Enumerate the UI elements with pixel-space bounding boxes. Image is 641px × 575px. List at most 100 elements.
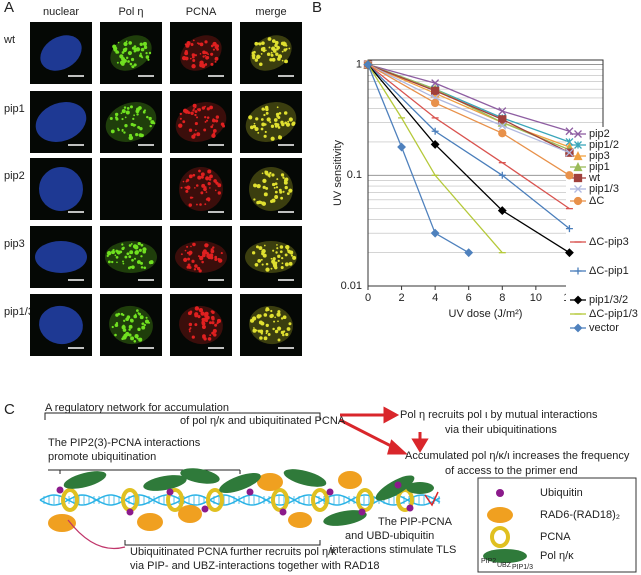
speckle [190,311,193,314]
speckle [270,313,274,318]
micrograph [100,158,162,220]
speckle [284,185,288,190]
speckle [211,133,216,138]
annotation: of access to the primer end [445,465,578,477]
speckle [191,196,194,199]
speckle [186,178,190,182]
speckle [137,241,141,246]
column-header: merge [255,6,286,18]
speckle [189,196,193,199]
speckle [282,333,285,337]
speckle [277,254,281,259]
nucleus [35,102,87,142]
micrograph [240,226,302,288]
marker [574,130,582,138]
speckle [257,131,260,134]
y-axis-label: UV sensitivity [332,139,344,206]
legend-label: pip2 [589,128,610,140]
micrograph [170,91,232,153]
speckle [282,330,286,333]
legend-label: Ubiquitin [540,487,583,499]
speckle [196,132,201,137]
speckle [284,121,288,125]
speckle [263,192,268,197]
speckle [253,183,257,188]
speckle [288,117,293,122]
speckle [253,50,256,54]
speckle [183,257,188,262]
speckle [191,335,195,339]
micrograph [170,294,232,356]
row-label: pip3 [4,238,25,250]
legend-rad-icon [487,507,513,523]
speckle [207,182,211,186]
speckle [264,130,267,134]
marker [397,142,406,152]
speckle [133,257,137,260]
speckle [280,173,285,177]
speckle [202,50,206,55]
x-tick-label: 6 [466,292,472,304]
speckle [124,123,128,128]
speckle [269,121,272,124]
speckle [264,170,267,173]
pcna [271,488,289,512]
speckle [262,49,266,53]
speckle [141,322,145,325]
speckle [279,250,283,254]
speckle [139,126,143,131]
speckle [134,333,139,339]
speckle [136,260,141,264]
speckle [276,247,279,250]
speckle [137,125,141,129]
speckle [270,309,273,313]
speckle [184,186,187,189]
annotation: via PIP- and UBZ-interactions together w… [130,560,379,572]
speckle [180,253,183,256]
speckle [116,261,118,264]
ubiquitin [56,486,64,494]
speckle [131,65,134,68]
speckle [270,53,274,57]
speckle [121,243,124,246]
speckle [123,319,126,322]
speckle [211,118,216,123]
speckle [249,125,254,130]
marker [497,206,507,215]
speckle [132,244,138,249]
speckle [204,203,207,206]
panel-label: B [312,0,322,16]
speckle [193,187,196,189]
speckle [189,330,191,333]
annotation: Pol η recruits pol ι by mutual interacti… [400,409,598,421]
speckle [115,50,119,54]
speckle [262,185,266,189]
speckle [121,117,124,121]
speckle [201,317,205,322]
speckle [138,248,142,252]
speckle [122,260,124,263]
speckle [265,323,269,328]
annotation: A regulatory network for accumulation [45,402,229,414]
speckle [262,253,267,258]
marker [498,107,507,116]
speckle [262,178,267,183]
speckle [114,254,117,257]
speckle [274,329,279,334]
speckle [284,262,289,267]
speckle [135,107,140,112]
speckle [202,334,206,339]
annotation: and UBD-ubiquitin [345,530,434,542]
speckle [125,110,130,115]
speckle [140,133,144,138]
speckle [285,332,289,337]
marker [573,162,583,172]
speckle [260,258,263,261]
speckle [201,63,206,69]
speckle [111,260,114,264]
speckle [270,267,273,270]
speckle [129,62,133,66]
speckle [120,312,124,316]
ubiquitin [279,508,287,516]
